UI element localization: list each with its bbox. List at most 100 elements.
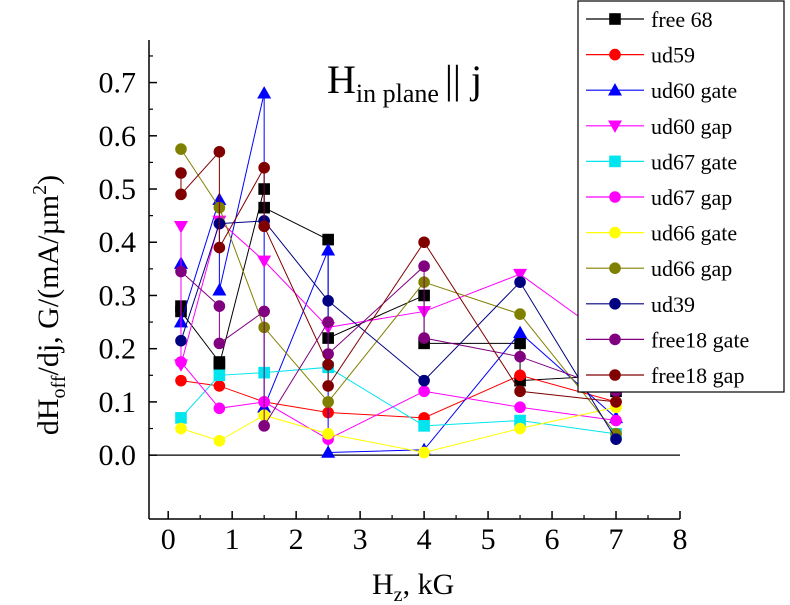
legend-label: ud39 — [651, 292, 695, 317]
data-point — [213, 145, 226, 158]
data-point — [257, 86, 272, 99]
data-point — [175, 265, 187, 278]
series-ud60-gate — [173, 86, 624, 458]
series-free18-gate — [175, 260, 622, 432]
ylabel-b: /dj, G/(mA/µm — [32, 195, 65, 376]
y-tick-label: 0.1 — [99, 386, 137, 419]
y-tick-label: 0.2 — [99, 333, 137, 366]
legend-item: free 68 — [586, 7, 713, 32]
data-point — [514, 308, 526, 320]
data-point — [514, 422, 526, 435]
data-point — [322, 348, 334, 360]
legend-item: ud60 gate — [586, 78, 737, 103]
data-point — [175, 188, 187, 201]
data-point — [514, 337, 526, 350]
data-point — [322, 316, 334, 328]
xlabel-sub: z — [394, 584, 403, 605]
y-tick-label: 0.7 — [99, 67, 137, 100]
series-line — [180, 93, 617, 453]
y-axis-label: dHoff/dj, G/(mA/µm2) — [29, 175, 70, 435]
legend-label: ud67 gate — [651, 149, 737, 174]
x-tick-label: 6 — [545, 523, 560, 556]
x-tick-label: 1 — [225, 523, 240, 556]
legend-label: ud60 gap — [651, 114, 732, 139]
data-point — [213, 337, 226, 350]
legend-marker — [609, 191, 621, 203]
data-point — [175, 422, 187, 435]
data-point — [514, 350, 526, 363]
data-point — [514, 369, 526, 382]
x-tick-label: 8 — [673, 523, 688, 556]
legend-marker — [609, 13, 621, 25]
data-point — [418, 446, 430, 459]
data-point — [258, 305, 270, 318]
legend-items: free 68 ud59 ud60 gate ud60 gap ud67 gate ud6… — [586, 7, 749, 388]
data-point — [175, 167, 187, 179]
data-point — [418, 260, 430, 272]
data-point — [213, 434, 226, 447]
legend-label: ud59 — [651, 43, 695, 68]
data-point — [258, 161, 270, 174]
data-point — [418, 236, 430, 249]
y-tick-label: 0.5 — [99, 173, 137, 206]
chart-title: Hin plane || j — [327, 57, 482, 108]
data-point — [514, 401, 526, 414]
y-tick-label: 0.0 — [99, 439, 137, 472]
legend-label: free18 gap — [651, 363, 744, 388]
ylabel-a: dH — [32, 398, 65, 435]
legend-item: ud66 gap — [586, 256, 732, 281]
data-point — [175, 143, 187, 155]
title-sub: in plane — [356, 79, 439, 108]
legend-label: ud66 gap — [651, 256, 732, 281]
x-tick-label: 3 — [353, 523, 368, 556]
title-main: H — [327, 57, 356, 102]
plot-area — [149, 86, 680, 459]
data-point — [213, 300, 226, 312]
data-point — [322, 396, 334, 408]
data-point — [213, 358, 226, 371]
data-point — [322, 294, 334, 307]
x-tick-label: 4 — [417, 523, 432, 556]
data-point — [175, 334, 187, 347]
series-line — [180, 220, 617, 440]
series-line — [180, 265, 617, 428]
x-tick-label: 0 — [161, 523, 176, 556]
data-point — [173, 220, 189, 234]
series-ud67-gap — [175, 356, 622, 445]
legend-item: free18 gate — [586, 327, 749, 352]
x-axis-label: Hz, kG — [372, 568, 454, 605]
data-point — [418, 385, 430, 398]
data-point — [213, 369, 226, 382]
legend-marker — [609, 262, 621, 275]
legend-marker — [609, 333, 621, 346]
data-point — [213, 402, 226, 415]
data-point — [610, 414, 622, 427]
legend-item: ud67 gap — [586, 185, 732, 210]
xlabel-rest: , kG — [403, 568, 455, 601]
legend-marker — [609, 48, 621, 61]
legend-label: ud67 gap — [651, 185, 732, 210]
data-point — [213, 380, 226, 392]
legend-label: ud66 gate — [651, 221, 737, 246]
legend-item: ud39 — [586, 292, 695, 317]
legend-marker — [609, 226, 621, 239]
data-point — [418, 332, 430, 344]
ylabel-sup: 2 — [29, 185, 51, 195]
data-point — [175, 356, 187, 368]
legend-marker — [609, 155, 621, 168]
legend-item: free18 gap — [586, 363, 744, 388]
legend-label: free18 gate — [651, 327, 749, 352]
data-point — [213, 241, 226, 254]
series-group — [173, 86, 624, 459]
xlabel-main: H — [372, 568, 394, 601]
data-point — [322, 358, 334, 371]
y-tick-label: 0.4 — [99, 226, 137, 259]
legend-label: free 68 — [651, 7, 713, 32]
data-point — [175, 412, 187, 424]
data-point — [514, 385, 526, 398]
ylabel-c: ) — [32, 175, 65, 185]
data-point — [257, 255, 272, 268]
series-ud60-gap — [173, 215, 624, 372]
y-ticks: 0.0 0.1 0.2 0.3 0.4 0.5 0.6 0.7 — [99, 55, 157, 472]
